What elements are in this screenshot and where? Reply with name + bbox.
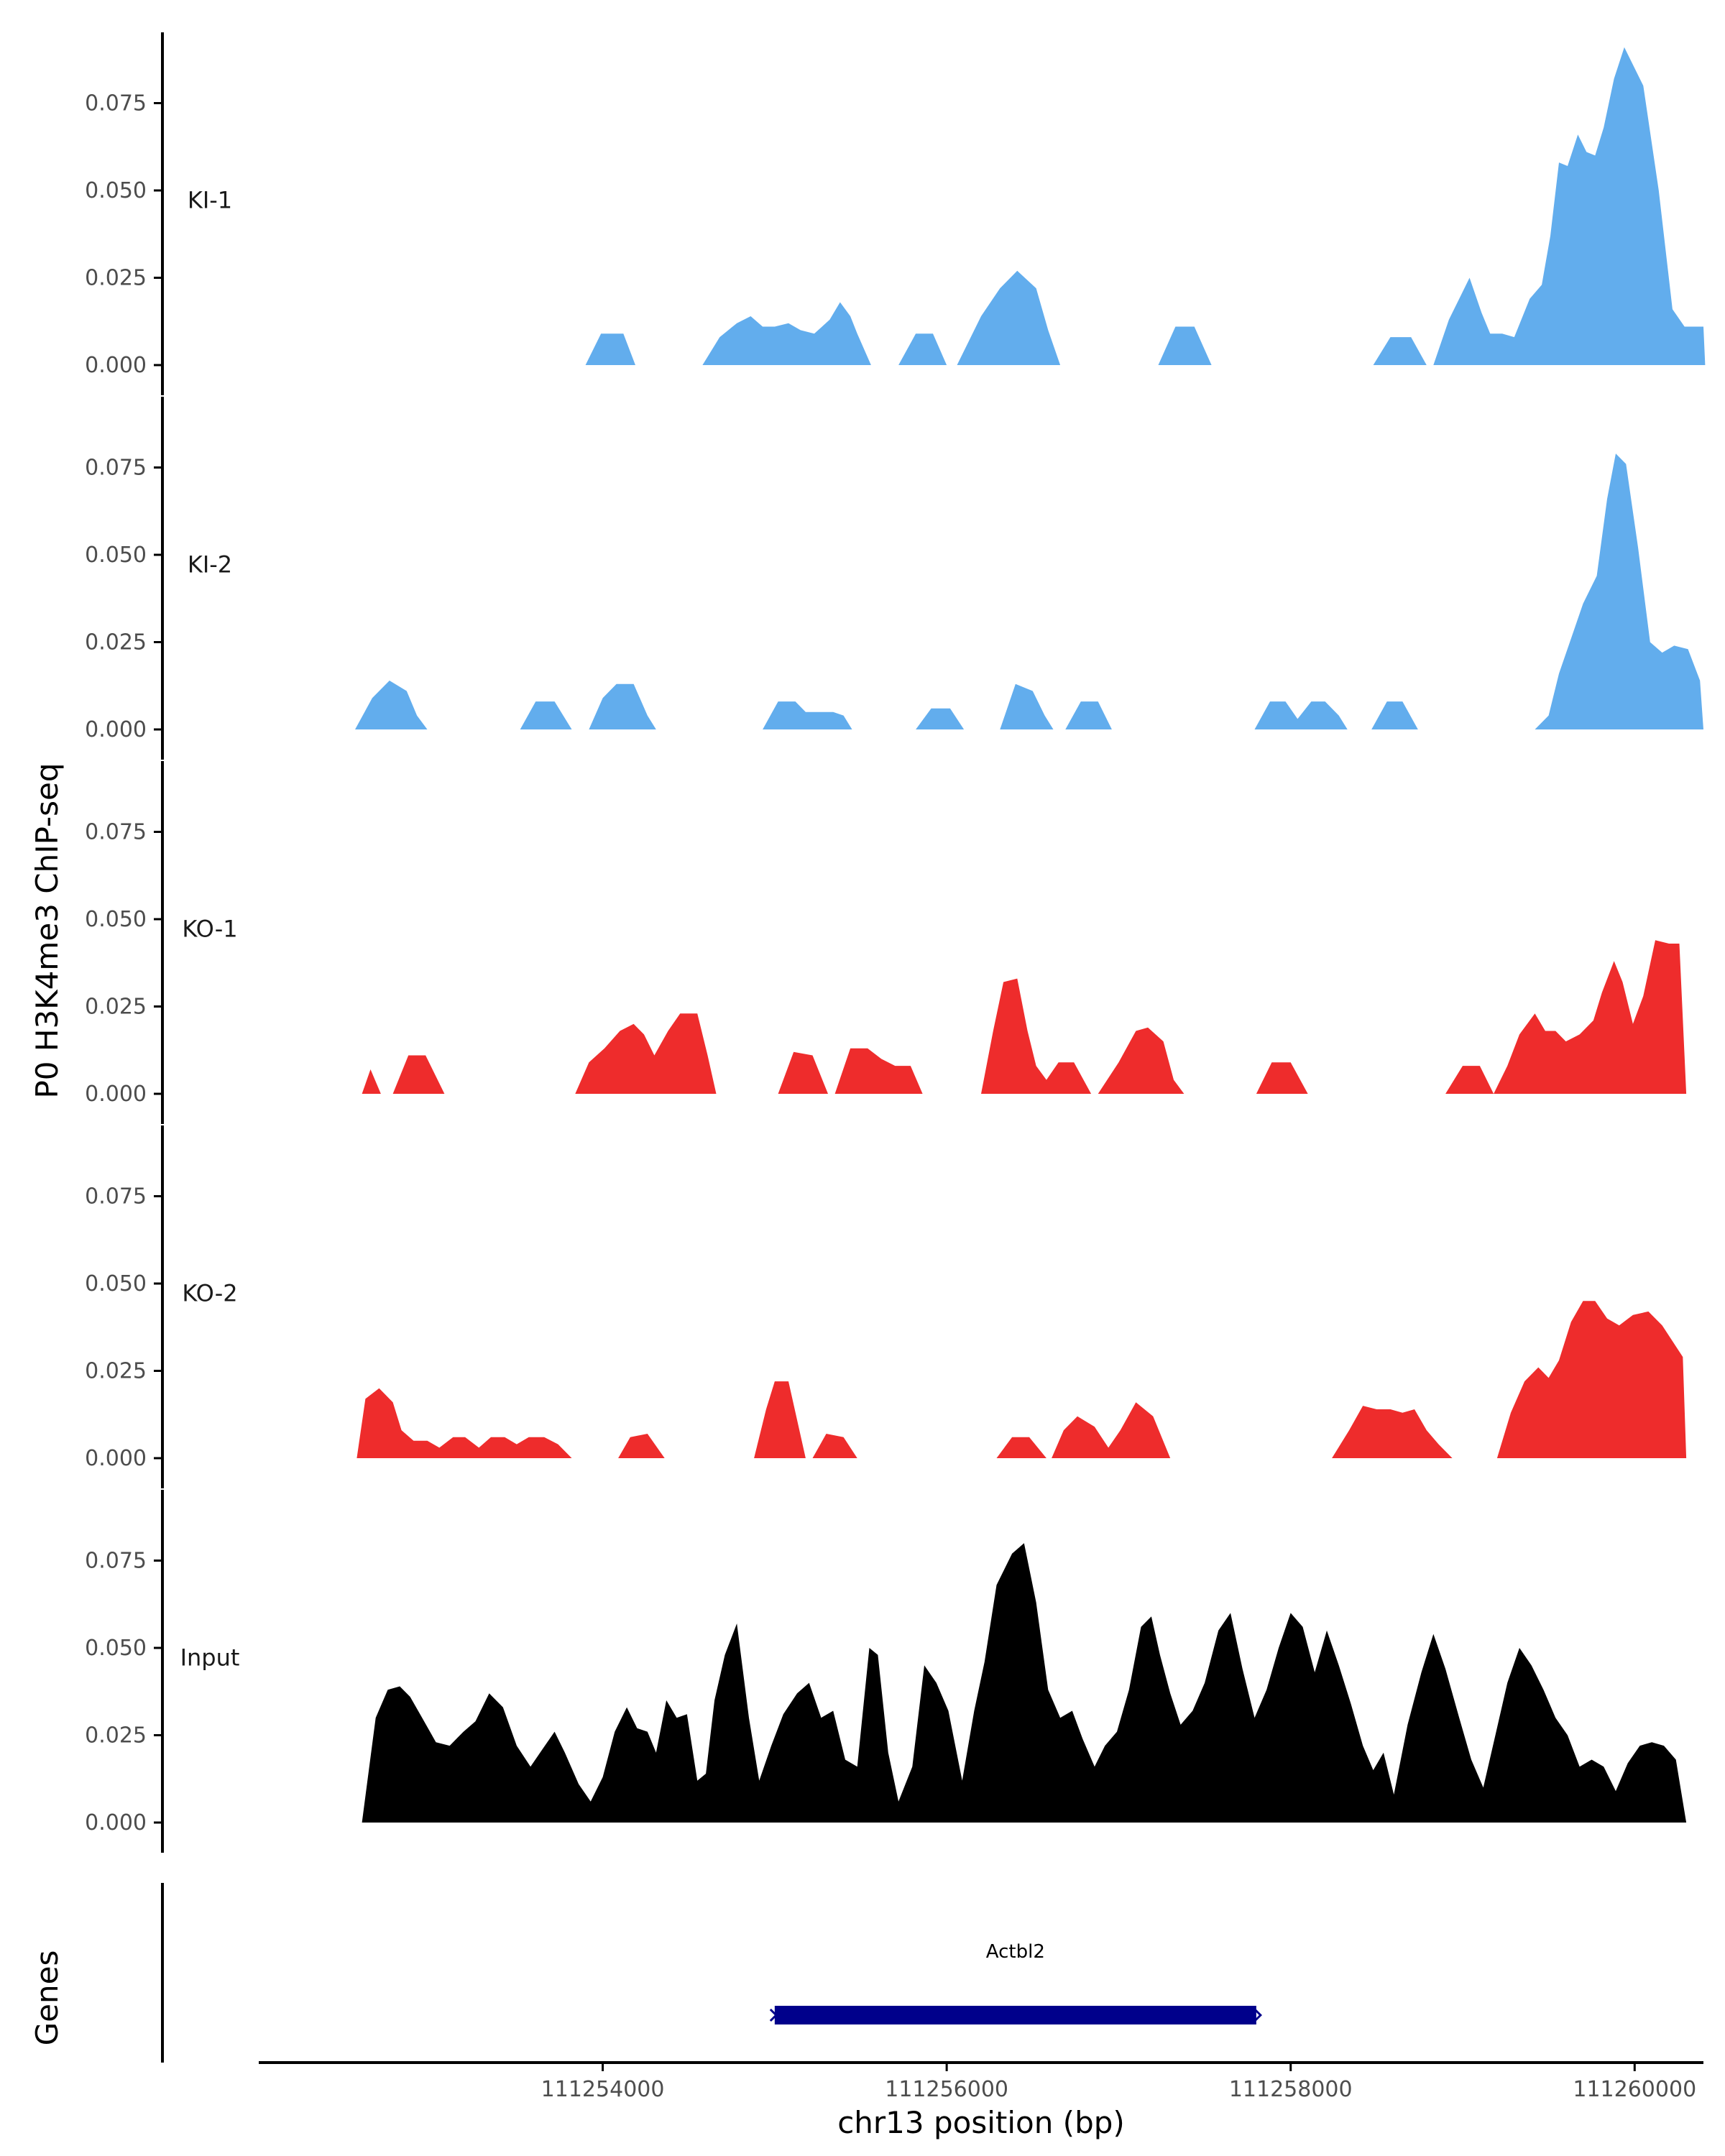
signal-area-ki-2-1: [355, 681, 428, 729]
track-label: KI-2: [188, 550, 232, 578]
signal-area-ko-2-7: [1332, 1406, 1453, 1458]
y-tick-label: 0.050: [85, 1636, 147, 1661]
y-tick-label: 0.050: [85, 543, 147, 568]
signal-area-ki-1-1: [585, 333, 635, 365]
x-tick-label: 111258000: [1229, 2077, 1353, 2102]
signal-area-ki-1-7: [1433, 47, 1706, 365]
signal-area-ko-1-6: [981, 978, 1092, 1094]
y-tick-label: 0.000: [85, 717, 147, 742]
track-input: 0.000 0.025 0.050 0.075 Input: [85, 1490, 1687, 1853]
x-tick-label: 111254000: [541, 2077, 665, 2102]
y-tick-label: 0.025: [85, 995, 147, 1020]
y-tick-label: 0.025: [85, 1723, 147, 1749]
signal-area-ko-2-6: [1052, 1402, 1171, 1458]
signal-area-ki-2-9: [1371, 701, 1418, 729]
y-tick-label: 0.075: [85, 456, 147, 481]
track-ko-1: 0.000 0.025 0.050 0.075 KO-1: [85, 761, 1687, 1124]
signal-area-ko-1-2: [392, 1055, 445, 1094]
signal-area-ko-1-7: [1098, 1027, 1184, 1094]
y-tick-label: 0.025: [85, 1359, 147, 1384]
signal-area-ki-2-6: [1000, 683, 1054, 729]
track-label: KO-1: [182, 915, 237, 942]
y-tick-label: 0.025: [85, 266, 147, 291]
y-tick-label: 0.075: [85, 1184, 147, 1210]
signal-area-ki-2-4: [763, 701, 852, 729]
y-axis-title: P0 H3K4me3 ChIP-seq: [29, 763, 65, 1098]
y-tick-label: 0.000: [85, 1082, 147, 1107]
x-tick-label: 111260000: [1573, 2077, 1696, 2102]
signal-area-ki-2-7: [1065, 701, 1112, 729]
signal-area-ko-2-4: [812, 1434, 857, 1458]
signal-area-ko-2-5: [996, 1437, 1046, 1458]
signal-area-ki-1-4: [957, 270, 1061, 365]
gene-strand-marks: [769, 2008, 1262, 2022]
x-axis: 111254000 111256000 111258000 111260000: [259, 2061, 1703, 2102]
signal-area-ki-1-2: [702, 302, 871, 365]
track-label: KO-2: [182, 1279, 237, 1307]
genes-panel: Actbl2: [161, 1883, 1262, 2063]
signal-area-ko-2-8: [1496, 1301, 1687, 1458]
genes-axis-title: Genes: [29, 1950, 65, 2046]
tracks-layer: 0.0000.0250.0500.075KI-10.0000.0250.0500…: [85, 32, 1706, 1853]
signal-area-ki-2-5: [916, 708, 965, 729]
track-label: Input: [180, 1644, 240, 1671]
y-tick-label: 0.075: [85, 820, 147, 845]
signal-area-ko-1-10: [1494, 940, 1687, 1094]
gene-label: Actbl2: [986, 1941, 1045, 1963]
signal-area-ko-1-5: [834, 1048, 923, 1094]
y-tick-label: 0.050: [85, 907, 147, 932]
y-tick-label: 0.000: [85, 1810, 147, 1835]
signal-area-ki-1-5: [1158, 326, 1212, 365]
y-tick-label: 0.075: [85, 1549, 147, 1574]
gene-body: [774, 2006, 1256, 2024]
signal-area-ki-2-3: [589, 683, 656, 729]
signal-area-ko-2-2: [618, 1434, 665, 1458]
y-tick-label: 0.050: [85, 178, 147, 203]
signal-area-ki-1-3: [898, 333, 947, 365]
signal-area-ko-1-3: [575, 1013, 717, 1094]
signal-area-ko-1-9: [1445, 1066, 1494, 1094]
signal-area-ko-2-3: [754, 1381, 806, 1458]
y-tick-label: 0.050: [85, 1271, 147, 1296]
signal-area-ki-2-2: [520, 701, 572, 729]
gene-actbl2: Actbl2: [769, 1941, 1262, 2024]
y-tick-label: 0.025: [85, 630, 147, 655]
signal-area-ko-1-4: [778, 1051, 828, 1094]
signal-area-input-1: [362, 1543, 1687, 1823]
x-tick-label: 111256000: [885, 2077, 1008, 2102]
signal-area-ko-1-1: [362, 1069, 381, 1094]
signal-area-ki-2-8: [1254, 701, 1348, 729]
y-tick-label: 0.075: [85, 91, 147, 116]
signal-area-ki-1-6: [1373, 337, 1427, 365]
track-ki-1: 0.000 0.025 0.050 0.075 KI-1: [85, 32, 1706, 395]
signal-area-ko-1-8: [1256, 1062, 1308, 1094]
y-tick-label: 0.000: [85, 1446, 147, 1471]
y-tick-label: 0.000: [85, 353, 147, 378]
x-axis-title: chr13 position (bp): [837, 2105, 1125, 2140]
signal-area-ki-2-10: [1535, 453, 1703, 729]
track-ko-2: 0.000 0.025 0.050 0.075 KO-2: [85, 1125, 1687, 1488]
track-label: KI-1: [188, 186, 232, 213]
signal-area-ko-2-1: [356, 1388, 572, 1458]
track-ki-2: 0.000 0.025 0.050 0.075 KI-2: [85, 397, 1703, 760]
